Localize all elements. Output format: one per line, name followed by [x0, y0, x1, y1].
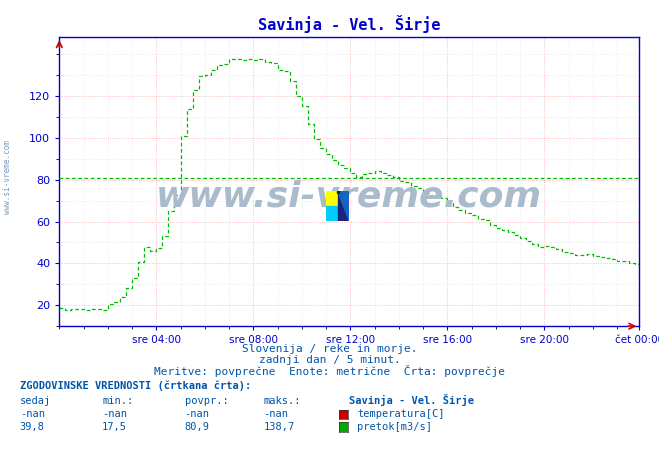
Bar: [337, 190, 339, 192]
Bar: [326, 191, 338, 206]
Text: 138,7: 138,7: [264, 422, 295, 432]
Polygon shape: [338, 191, 349, 221]
Text: -nan: -nan: [264, 409, 289, 419]
Text: Slovenija / reke in morje.: Slovenija / reke in morje.: [242, 344, 417, 354]
Text: -nan: -nan: [20, 409, 45, 419]
Text: ZGODOVINSKE VREDNOSTI (črtkana črta):: ZGODOVINSKE VREDNOSTI (črtkana črta):: [20, 381, 251, 391]
Text: -nan: -nan: [185, 409, 210, 419]
Polygon shape: [338, 191, 349, 221]
Text: www.si-vreme.com: www.si-vreme.com: [156, 179, 542, 213]
Text: Meritve: povprečne  Enote: metrične  Črta: povprečje: Meritve: povprečne Enote: metrične Črta:…: [154, 365, 505, 377]
Text: www.si-vreme.com: www.si-vreme.com: [3, 140, 13, 214]
Text: pretok[m3/s]: pretok[m3/s]: [357, 422, 432, 432]
Text: Savinja - Vel. Širje: Savinja - Vel. Širje: [349, 395, 474, 406]
Text: min.:: min.:: [102, 397, 133, 406]
Text: 39,8: 39,8: [20, 422, 45, 432]
Text: povpr.:: povpr.:: [185, 397, 228, 406]
Text: maks.:: maks.:: [264, 397, 301, 406]
Bar: [326, 206, 338, 221]
Text: -nan: -nan: [102, 409, 127, 419]
Text: temperatura[C]: temperatura[C]: [357, 409, 445, 419]
Text: sedaj: sedaj: [20, 397, 51, 406]
Text: 80,9: 80,9: [185, 422, 210, 432]
Text: zadnji dan / 5 minut.: zadnji dan / 5 minut.: [258, 356, 401, 365]
Title: Savinja - Vel. Širje: Savinja - Vel. Širje: [258, 15, 440, 34]
Text: 17,5: 17,5: [102, 422, 127, 432]
